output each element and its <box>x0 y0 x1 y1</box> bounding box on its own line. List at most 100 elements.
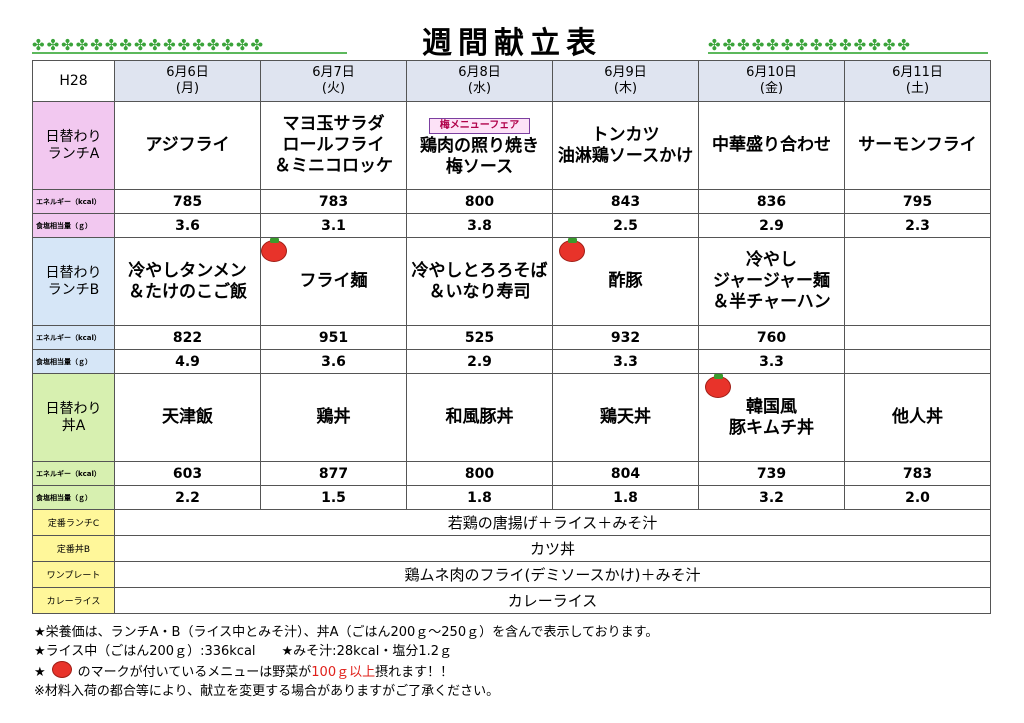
clover-underline-right <box>708 52 988 54</box>
menu-table: H28 6月6日 (月) 6月7日 (火) 6月8日 (水) 6月9日 (木) 6月10… <box>32 60 991 614</box>
lunch-a-salt-row: 食塩相当量（ｇ） 3.6 3.1 3.8 2.5 2.9 2.3 <box>32 213 991 238</box>
note-star: ★ <box>34 665 46 680</box>
lunch-a-label: 日替わり ランチA <box>32 101 115 190</box>
salt-value: 3.6 <box>114 213 261 238</box>
dish-cell: 他人丼 <box>844 373 991 462</box>
tomato-icon <box>261 238 287 262</box>
energy-value: 951 <box>260 325 407 350</box>
dish-line: 酢豚 <box>608 271 643 291</box>
salt-value: 3.2 <box>698 485 845 510</box>
dish-cell: 鶏丼 <box>260 373 407 462</box>
dish-line: 鶏肉の照り焼き <box>420 136 539 156</box>
dish-cell: 冷やしタンメン ＆たけのこご飯 <box>114 237 261 326</box>
clover-decoration-right: ✤✤✤✤✤✤✤✤✤✤✤✤✤✤ <box>708 36 912 54</box>
don-a-salt-row: 食塩相当量（ｇ） 2.2 1.5 1.8 1.8 3.2 2.0 <box>32 485 991 510</box>
salt-value: 2.3 <box>844 213 991 238</box>
energy-label: エネルギー（kcal） <box>32 461 115 486</box>
energy-value: 795 <box>844 189 991 214</box>
energy-value: 783 <box>844 461 991 486</box>
energy-value: 822 <box>114 325 261 350</box>
year-cell: H28 <box>32 60 115 102</box>
fixed-menu-label: 定番丼B <box>32 535 115 562</box>
label-line: 日替わり <box>45 264 102 281</box>
note-text: 摂れます！！ <box>375 665 454 680</box>
tomato-icon <box>559 238 585 262</box>
dish-cell: フライ麺 <box>260 237 407 326</box>
dish-cell: トンカツ 油淋鶏ソースかけ <box>552 101 699 190</box>
fixed-menu-label: ワンプレート <box>32 561 115 588</box>
salt-value: 2.9 <box>406 349 553 374</box>
date-cell: 6月11日 (土) <box>844 60 991 102</box>
fixed-menu-text: カレーライス <box>114 587 991 614</box>
date: 6月10日 <box>746 65 797 80</box>
fixed-menu-row: ワンプレート 鶏ムネ肉のフライ(デミソースかけ)＋みそ汁 <box>32 561 991 588</box>
note-line: ※材料入荷の都合等により、献立を変更する場合がありますがご了承ください。 <box>34 683 500 699</box>
note-rice: ★ライス中（ごはん200ｇ）:336kcal <box>34 643 256 659</box>
energy-value: 804 <box>552 461 699 486</box>
dish-line: 中華盛り合わせ <box>712 135 831 155</box>
dish-cell: 和風豚丼 <box>406 373 553 462</box>
dish-cell: マヨ玉サラダ ロールフライ ＆ミニコロッケ <box>260 101 407 190</box>
note-text: のマークが付いているメニューは野菜が <box>77 665 312 680</box>
ume-fair-badge: 梅メニューフェア <box>428 118 531 134</box>
clover-decoration-left: ✤✤✤✤✤✤✤✤✤✤✤✤✤✤✤✤ <box>32 36 266 54</box>
salt-value: 3.8 <box>406 213 553 238</box>
don-a-dish-row: 日替わり 丼A 天津飯 鶏丼 和風豚丼 鶏天丼 韓国風 豚キムチ丼 他人丼 <box>32 373 991 462</box>
day-of-week: (金) <box>759 81 784 96</box>
dish-cell <box>844 237 991 326</box>
fixed-menu-row: カレーライス カレーライス <box>32 587 991 614</box>
date-cell: 6月10日 (金) <box>698 60 845 102</box>
note-highlight: 100ｇ以上 <box>311 665 376 680</box>
salt-label: 食塩相当量（ｇ） <box>32 485 115 510</box>
dish-cell: 中華盛り合わせ <box>698 101 845 190</box>
label-line: 日替わり <box>45 128 102 145</box>
don-a-energy-row: エネルギー（kcal） 603 877 800 804 739 783 <box>32 461 991 486</box>
salt-value: 3.3 <box>552 349 699 374</box>
energy-value: 785 <box>114 189 261 214</box>
dish-line: 油淋鶏ソースかけ <box>557 145 694 166</box>
energy-value: 739 <box>698 461 845 486</box>
dish-line: ＆半チャーハン <box>712 292 831 312</box>
note-line: ★栄養価は、ランチA・B（ライス中とみそ汁）、丼A（ごはん200ｇ～250ｇ）を… <box>34 625 659 640</box>
energy-value: 800 <box>406 189 553 214</box>
date-cell: 6月6日 (月) <box>114 60 261 102</box>
salt-value <box>844 349 991 374</box>
date: 6月7日 <box>312 65 355 80</box>
lunch-b-dish-row: 日替わり ランチB 冷やしタンメン ＆たけのこご飯 フライ麺 冷やしとろろそば ＆いな… <box>32 237 991 326</box>
dish-cell: 韓国風 豚キムチ丼 <box>698 373 845 462</box>
dish-cell: 冷やし ジャージャー麺 ＆半チャーハン <box>698 237 845 326</box>
note-miso: ★みそ汁:28kcal・塩分1.2ｇ <box>281 643 453 659</box>
day-of-week: (水) <box>467 81 492 96</box>
fixed-menu-text: カツ丼 <box>114 535 991 562</box>
energy-value: 932 <box>552 325 699 350</box>
energy-value: 603 <box>114 461 261 486</box>
fixed-menu-row: 定番ランチC 若鶏の唐揚げ＋ライス＋みそ汁 <box>32 509 991 536</box>
salt-value: 2.2 <box>114 485 261 510</box>
date: 6月9日 <box>604 65 647 80</box>
dish-line: 鶏丼 <box>316 407 351 427</box>
dish-line: ロールフライ <box>282 135 385 155</box>
date-header-row: H28 6月6日 (月) 6月7日 (火) 6月8日 (水) 6月9日 (木) 6月10… <box>32 60 991 102</box>
dish-line: 冷やしタンメン <box>128 260 247 281</box>
energy-value: 836 <box>698 189 845 214</box>
salt-value: 2.5 <box>552 213 699 238</box>
salt-value: 1.5 <box>260 485 407 510</box>
day-of-week: (火) <box>321 81 346 96</box>
energy-value <box>844 325 991 350</box>
date: 6月6日 <box>166 65 209 80</box>
salt-value: 1.8 <box>406 485 553 510</box>
dish-cell: アジフライ <box>114 101 261 190</box>
fixed-menu-text: 鶏ムネ肉のフライ(デミソースかけ)＋みそ汁 <box>114 561 991 588</box>
fixed-menu-label: カレーライス <box>32 587 115 614</box>
don-a-label: 日替わり 丼A <box>32 373 115 462</box>
footnotes: ★栄養価は、ランチA・B（ライス中とみそ汁）、丼A（ごはん200ｇ～250ｇ）を… <box>34 624 658 701</box>
day-of-week: (木) <box>613 81 638 96</box>
clover-underline-left <box>32 52 347 54</box>
lunch-b-salt-row: 食塩相当量（ｇ） 4.9 3.6 2.9 3.3 3.3 <box>32 349 991 374</box>
dish-cell: 鶏天丼 <box>552 373 699 462</box>
salt-value: 2.9 <box>698 213 845 238</box>
salt-value: 2.0 <box>844 485 991 510</box>
tomato-icon <box>705 374 731 398</box>
dish-line: フライ麺 <box>299 271 368 291</box>
date: 6月11日 <box>892 65 943 80</box>
